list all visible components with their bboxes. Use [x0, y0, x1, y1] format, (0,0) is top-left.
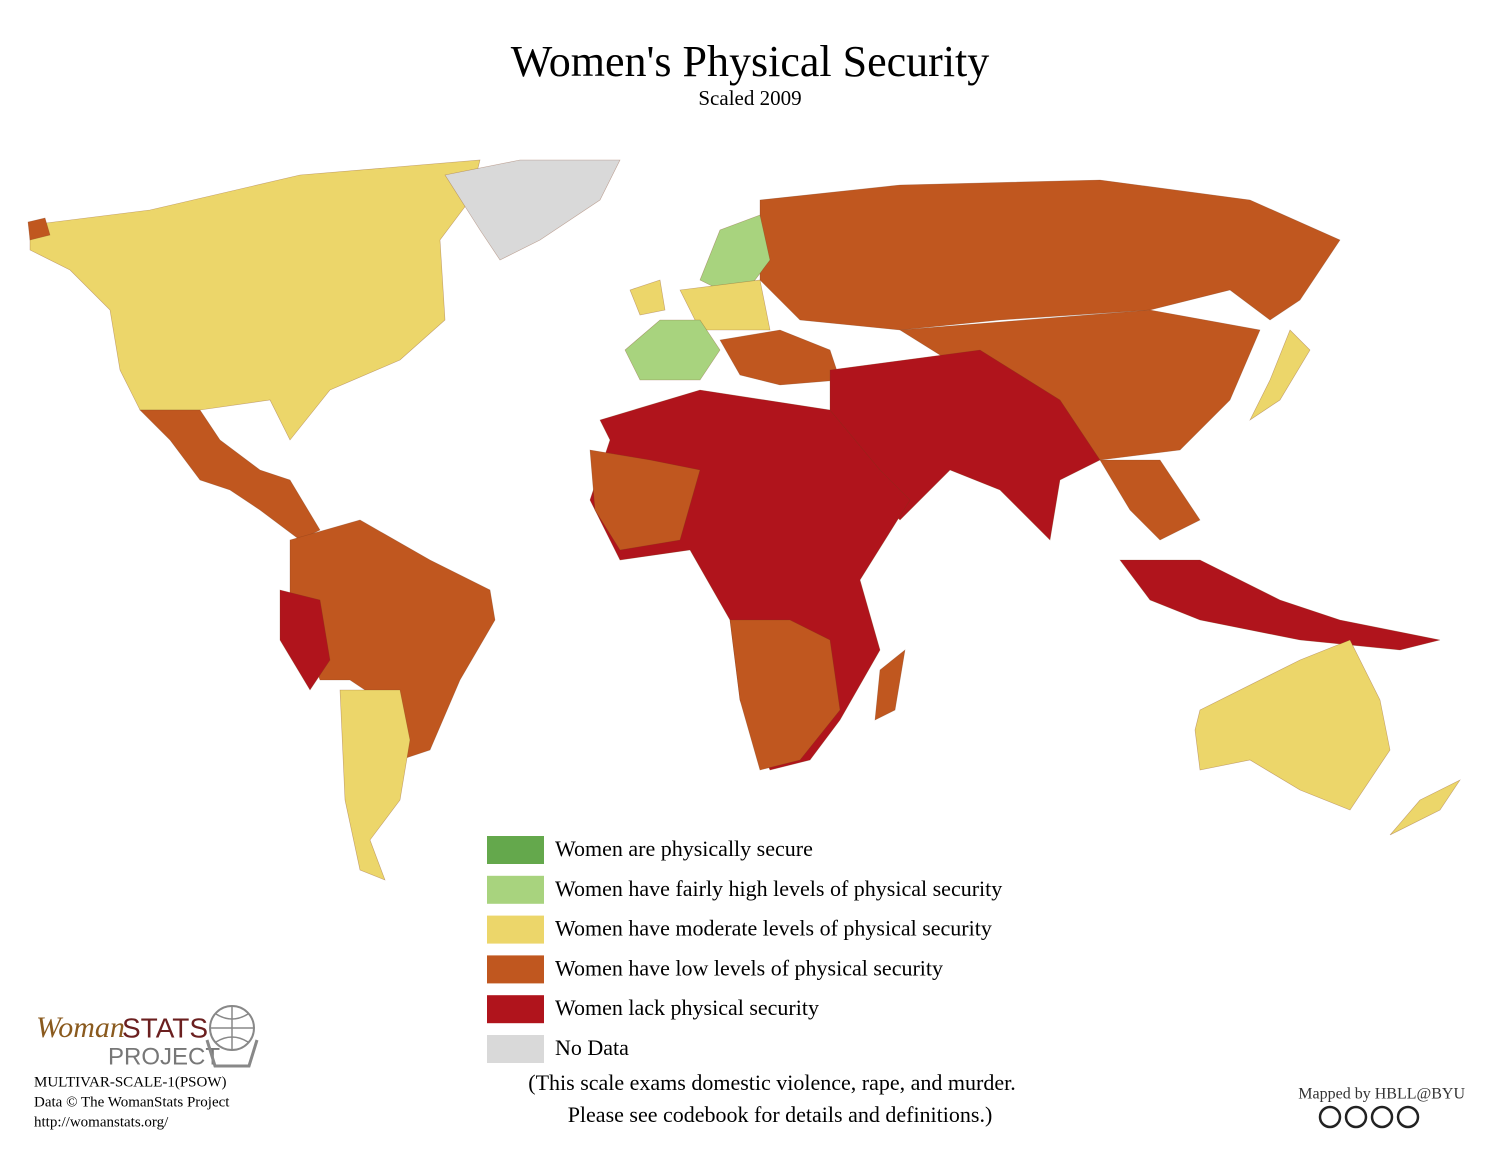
west-africa — [589, 449, 701, 551]
indonesia — [1119, 559, 1441, 651]
footer-code: MULTIVAR-SCALE-1(PSOW) — [34, 1074, 227, 1090]
logo-globe-lines — [210, 1006, 254, 1050]
logo-project: PROJECT — [108, 1043, 220, 1070]
madagascar — [874, 649, 906, 721]
footer-url: http://womanstats.org/ — [34, 1114, 169, 1130]
russia — [759, 179, 1341, 331]
legend-label: Women are physically secure — [555, 836, 813, 861]
south-america — [289, 519, 496, 761]
southern-africa — [729, 619, 841, 771]
legend-swatch — [487, 955, 544, 984]
footer-credit: Mapped by HBLL@BYU — [1298, 1086, 1465, 1103]
balkans-turkey — [719, 329, 841, 386]
legend: Women are physically secure Women have fa… — [487, 836, 1002, 1063]
new-zealand — [1389, 779, 1461, 836]
legend-label: Women have moderate levels of physical s… — [555, 916, 992, 941]
license-icons — [1318, 1105, 1420, 1129]
western-europe — [624, 319, 721, 381]
title: Women's Physical Security — [511, 37, 990, 86]
legend-swatch — [487, 1035, 544, 1063]
world-map — [27, 159, 1461, 881]
legend-note: Please see codebook for details and defi… — [568, 1102, 993, 1127]
australia — [1194, 639, 1391, 811]
logo-stats: STATS — [122, 1012, 208, 1043]
logo-name: Woman — [36, 1011, 125, 1044]
north-america — [29, 159, 481, 441]
legend-swatch — [487, 875, 544, 904]
greenland — [444, 159, 621, 261]
southern-cone — [339, 689, 411, 881]
legend-label: No Data — [555, 1035, 629, 1060]
legend-label: Women have low levels of physical securi… — [555, 955, 943, 980]
southeast-asia — [1099, 459, 1201, 541]
footer-copyright: Data © The WomanStats Project — [34, 1094, 230, 1110]
legend-label: Women have fairly high levels of physica… — [555, 876, 1002, 901]
legend-note: (This scale exams domestic violence, rap… — [528, 1070, 1016, 1095]
japan — [1249, 329, 1311, 421]
logo: Woman STATS PROJECT — [36, 1005, 259, 1070]
british-isles — [629, 279, 666, 316]
legend-swatch — [487, 836, 544, 864]
alaska-tip — [27, 217, 51, 241]
subtitle: Scaled 2009 — [698, 86, 801, 110]
legend-label: Women lack physical security — [555, 995, 819, 1020]
peru — [279, 589, 331, 691]
legend-swatch — [487, 995, 544, 1024]
legend-swatch — [487, 915, 544, 944]
logo-hands — [205, 1039, 259, 1068]
eastern-europe — [679, 279, 771, 331]
